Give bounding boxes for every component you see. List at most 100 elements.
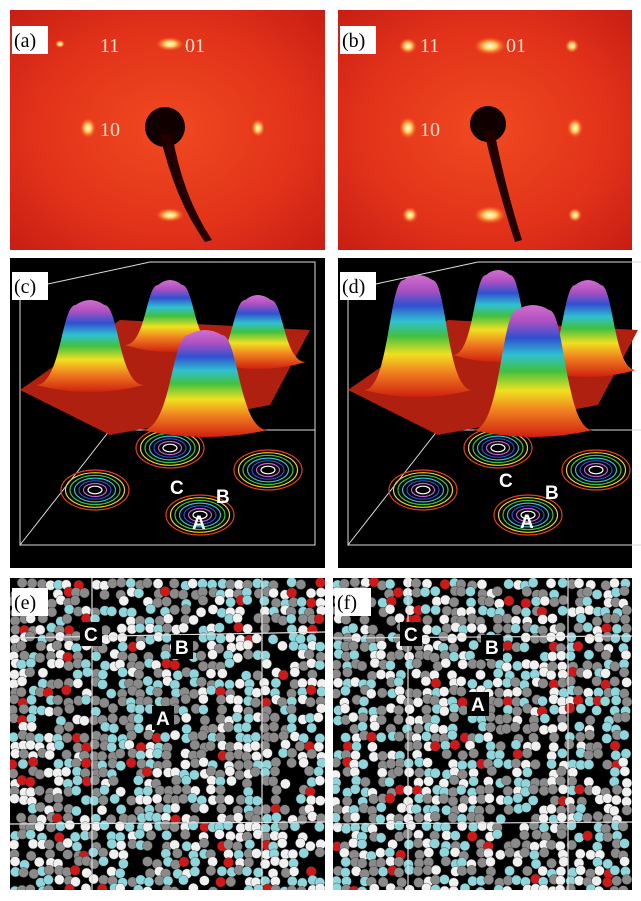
atom [441,658,451,668]
atom [584,750,594,760]
atom [306,685,316,695]
atom [504,805,514,815]
atom [622,697,632,707]
atom [439,794,449,804]
atom [349,650,359,660]
atom [521,803,531,813]
atom [198,694,208,704]
atom [519,830,529,840]
atom [377,706,387,716]
atom [349,886,359,896]
atom [315,642,325,652]
atom [287,577,297,587]
atom [108,632,118,642]
atom [528,578,538,588]
atom [115,749,125,759]
atom [47,607,57,617]
atom [619,667,629,677]
atom [217,668,227,678]
atom [512,661,522,671]
atom [160,586,170,596]
atom [622,624,632,634]
atom [556,651,566,661]
atom [521,607,531,617]
atom [546,840,556,850]
atom [493,758,503,768]
atom [424,776,434,786]
atom [367,742,377,752]
atom [367,732,377,742]
atom [306,697,316,707]
atom [244,857,254,867]
atom [439,706,449,716]
atom [449,652,459,662]
site-label: B [485,638,499,659]
atom [271,678,281,688]
atom [422,615,432,625]
atom [503,641,513,651]
atom [385,579,395,589]
atom [370,721,380,731]
atom [529,820,539,830]
atom [431,605,441,615]
atom [439,614,449,624]
atom [594,886,604,896]
site-label: B [175,638,189,659]
atom [10,625,20,635]
atom [19,868,29,878]
atom [144,877,154,887]
atom [251,698,261,708]
atom [431,865,441,875]
atom [395,613,405,623]
atom [27,578,37,588]
atom [262,659,272,669]
atom [511,605,521,615]
atom [502,886,512,896]
atom [251,732,261,742]
atom [99,698,109,708]
atom [546,670,556,680]
atom [413,866,423,876]
atom [618,886,628,896]
atom [414,813,424,823]
atom [449,712,459,722]
atom [244,713,254,723]
atom [511,624,521,634]
atom [449,886,459,896]
atom [289,867,299,877]
atom [619,586,629,596]
atom [457,866,467,876]
atom [474,733,484,743]
atom [441,856,451,866]
atom [483,848,493,858]
atom [622,787,632,797]
atom [34,857,44,867]
atom [118,859,128,869]
atom [206,685,216,695]
atom [97,884,107,894]
atom [250,767,260,777]
atom [99,785,109,795]
atom [358,722,368,732]
atom [511,758,521,768]
atom [538,866,548,876]
atom [207,775,217,785]
atom [226,877,236,887]
atom [126,578,136,588]
atom [170,660,180,670]
atom [522,767,532,777]
atom [197,730,207,740]
atom [547,651,557,661]
atom [235,770,245,780]
atom [484,793,494,803]
atom [594,642,604,652]
panel-label: (a) [14,30,36,52]
panel-label: (c) [14,276,36,298]
atom [458,705,468,715]
atom [440,595,450,605]
atom [574,833,584,843]
atom [547,858,557,868]
atom [17,775,27,785]
atom [521,598,531,608]
atom [592,590,602,600]
